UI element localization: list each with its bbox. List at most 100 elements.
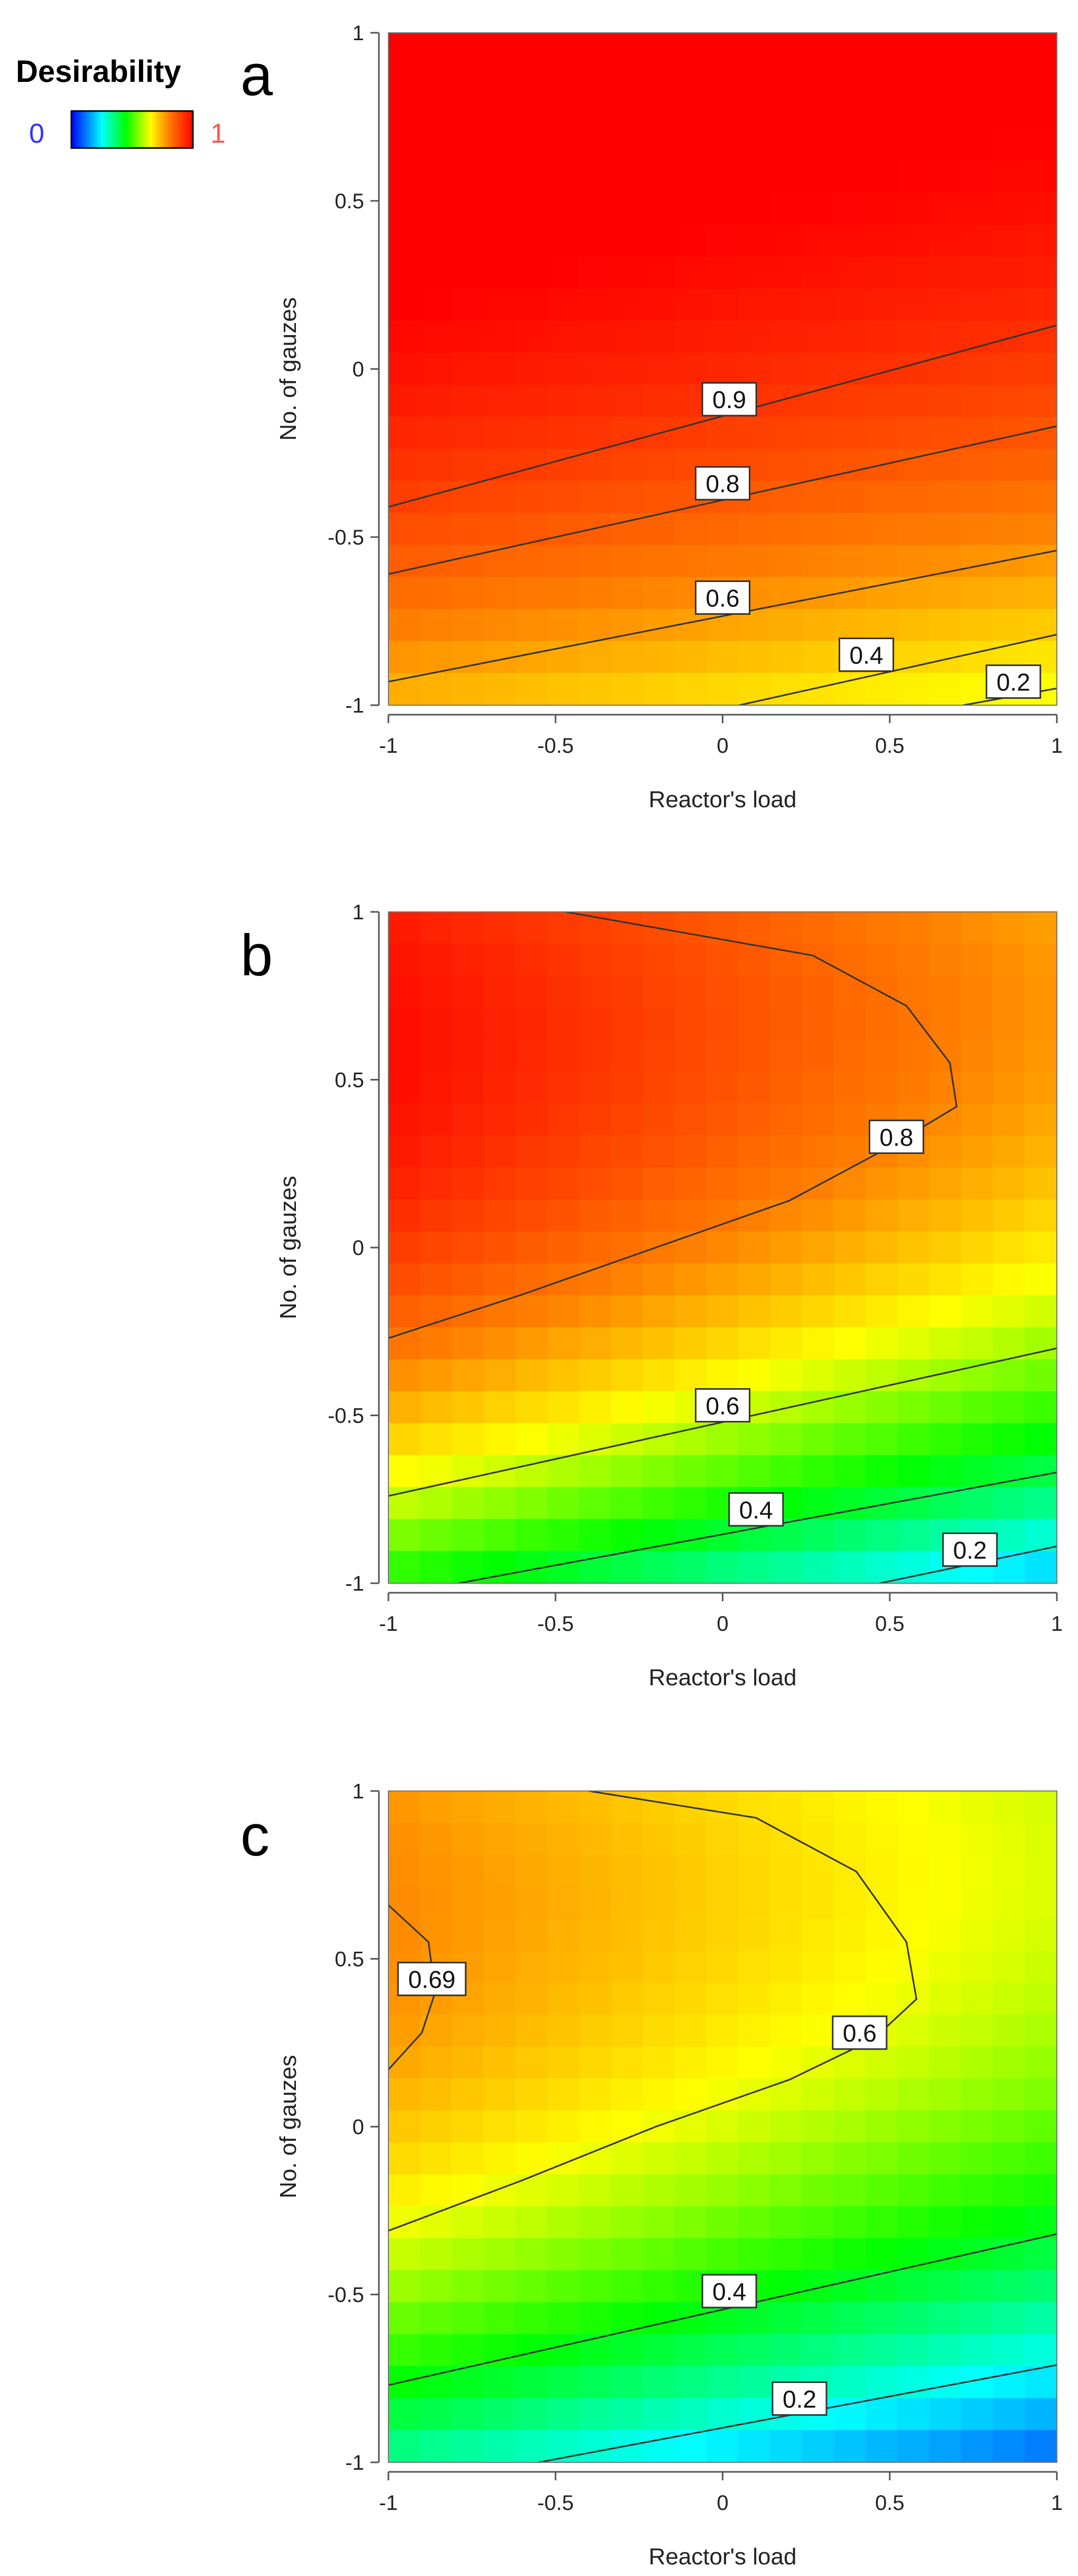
contour-cell bbox=[929, 2110, 962, 2143]
contour-label: 0.69 bbox=[408, 1966, 456, 1993]
contour-cell bbox=[674, 32, 707, 66]
contour-cell bbox=[674, 1822, 707, 1855]
contour-cell bbox=[484, 2110, 516, 2143]
contour-cell bbox=[1025, 64, 1057, 97]
contour-cell bbox=[579, 1982, 612, 2015]
contour-cell bbox=[993, 448, 1026, 482]
contour-cell bbox=[833, 2302, 867, 2335]
contour-label: 0.4 bbox=[739, 1496, 773, 1524]
x-tick-label: -0.5 bbox=[537, 734, 574, 758]
contour-cell bbox=[579, 608, 612, 642]
contour-cell bbox=[770, 224, 803, 257]
contour-cell bbox=[961, 1199, 994, 1232]
contour-cell bbox=[770, 417, 803, 449]
contour-cell bbox=[674, 641, 707, 673]
contour-cell bbox=[866, 1007, 898, 1040]
contour-cell bbox=[1025, 1103, 1057, 1136]
contour-cell bbox=[770, 2142, 803, 2175]
contour-cell bbox=[993, 1295, 1026, 1328]
contour-cell bbox=[770, 2302, 803, 2335]
plot-frame bbox=[388, 32, 1057, 706]
contour-cell bbox=[802, 1103, 834, 1136]
contour-cell bbox=[420, 448, 452, 482]
contour-cell bbox=[738, 2398, 771, 2431]
contour-cell bbox=[611, 1423, 644, 1456]
contour-cell bbox=[738, 2078, 771, 2111]
contour-cell bbox=[929, 975, 962, 1008]
contour-cell bbox=[388, 1359, 421, 1392]
contour-cell bbox=[420, 2238, 452, 2271]
contour-cell bbox=[643, 1295, 675, 1328]
contour-cell bbox=[866, 2334, 898, 2367]
contour-cell bbox=[993, 544, 1026, 578]
contour-cell bbox=[833, 2046, 867, 2079]
contour-cell bbox=[833, 1199, 867, 1232]
contour-cell bbox=[547, 2174, 580, 2207]
contour-cell bbox=[515, 2206, 548, 2239]
contour-cell bbox=[897, 256, 930, 290]
contour-cell bbox=[611, 448, 644, 482]
contour-cell bbox=[484, 2206, 516, 2239]
contour-cell bbox=[706, 96, 739, 130]
contour-cell bbox=[643, 2014, 675, 2047]
contour-cell bbox=[484, 289, 516, 321]
contour-cell bbox=[961, 2302, 994, 2335]
contour-cell bbox=[579, 1295, 612, 1328]
contour-cell bbox=[484, 1822, 516, 1855]
contour-label-box bbox=[942, 1532, 998, 1567]
contour-cell bbox=[897, 320, 930, 354]
contour-cell bbox=[1025, 256, 1057, 290]
contour-cell bbox=[833, 417, 867, 449]
contour-cell bbox=[388, 1071, 421, 1104]
contour-cell bbox=[611, 1918, 644, 1951]
contour-cell bbox=[484, 2174, 516, 2207]
contour-cell bbox=[420, 672, 452, 706]
contour-cell bbox=[547, 289, 580, 321]
contour-cell bbox=[579, 1359, 612, 1392]
contour-cell bbox=[706, 672, 739, 706]
contour-cell bbox=[993, 1263, 1026, 1296]
contour-cell bbox=[866, 1455, 898, 1488]
contour-label-box bbox=[986, 664, 1042, 699]
contour-cell bbox=[961, 1007, 994, 1040]
contour-cell bbox=[706, 641, 739, 673]
contour-cell bbox=[1025, 2302, 1057, 2335]
contour-cell bbox=[706, 911, 739, 944]
contour-cell bbox=[515, 672, 548, 706]
contour-cell bbox=[420, 2110, 452, 2143]
contour-cell bbox=[897, 1071, 930, 1104]
y-tick-label: 0 bbox=[352, 358, 364, 381]
contour-cell bbox=[706, 1423, 739, 1456]
contour-cell bbox=[770, 1103, 803, 1136]
contour-cell bbox=[451, 96, 485, 130]
contour-cell bbox=[579, 2366, 612, 2399]
contour-cell bbox=[993, 384, 1026, 418]
contour-cell bbox=[674, 1295, 707, 1328]
contour-cell bbox=[897, 1391, 930, 1424]
contour-cell bbox=[738, 1918, 771, 1951]
contour-cell bbox=[738, 2238, 771, 2271]
contour-cell bbox=[1025, 289, 1057, 321]
contour-cell bbox=[929, 96, 962, 130]
contour-cell bbox=[420, 911, 452, 944]
contour-cell bbox=[547, 1886, 580, 1919]
contour-cell bbox=[993, 353, 1026, 385]
contour-cell bbox=[833, 1950, 867, 1983]
contour-cell bbox=[643, 160, 675, 193]
contour-cell bbox=[833, 2078, 867, 2111]
contour-cell bbox=[643, 2110, 675, 2143]
contour-cell bbox=[579, 1918, 612, 1951]
contour-cell bbox=[706, 513, 739, 546]
contour-cell bbox=[770, 1039, 803, 1072]
contour-cell bbox=[706, 1039, 739, 1072]
contour-cell bbox=[420, 1391, 452, 1424]
y-tick-label: 0.5 bbox=[334, 190, 364, 213]
contour-cell bbox=[547, 2110, 580, 2143]
contour-cell bbox=[802, 1263, 834, 1296]
contour-cell bbox=[1025, 32, 1057, 66]
contour-cell bbox=[547, 2398, 580, 2431]
contour-cell bbox=[738, 1551, 771, 1584]
contour-cell bbox=[420, 1135, 452, 1168]
contour-cell bbox=[1025, 2174, 1057, 2207]
